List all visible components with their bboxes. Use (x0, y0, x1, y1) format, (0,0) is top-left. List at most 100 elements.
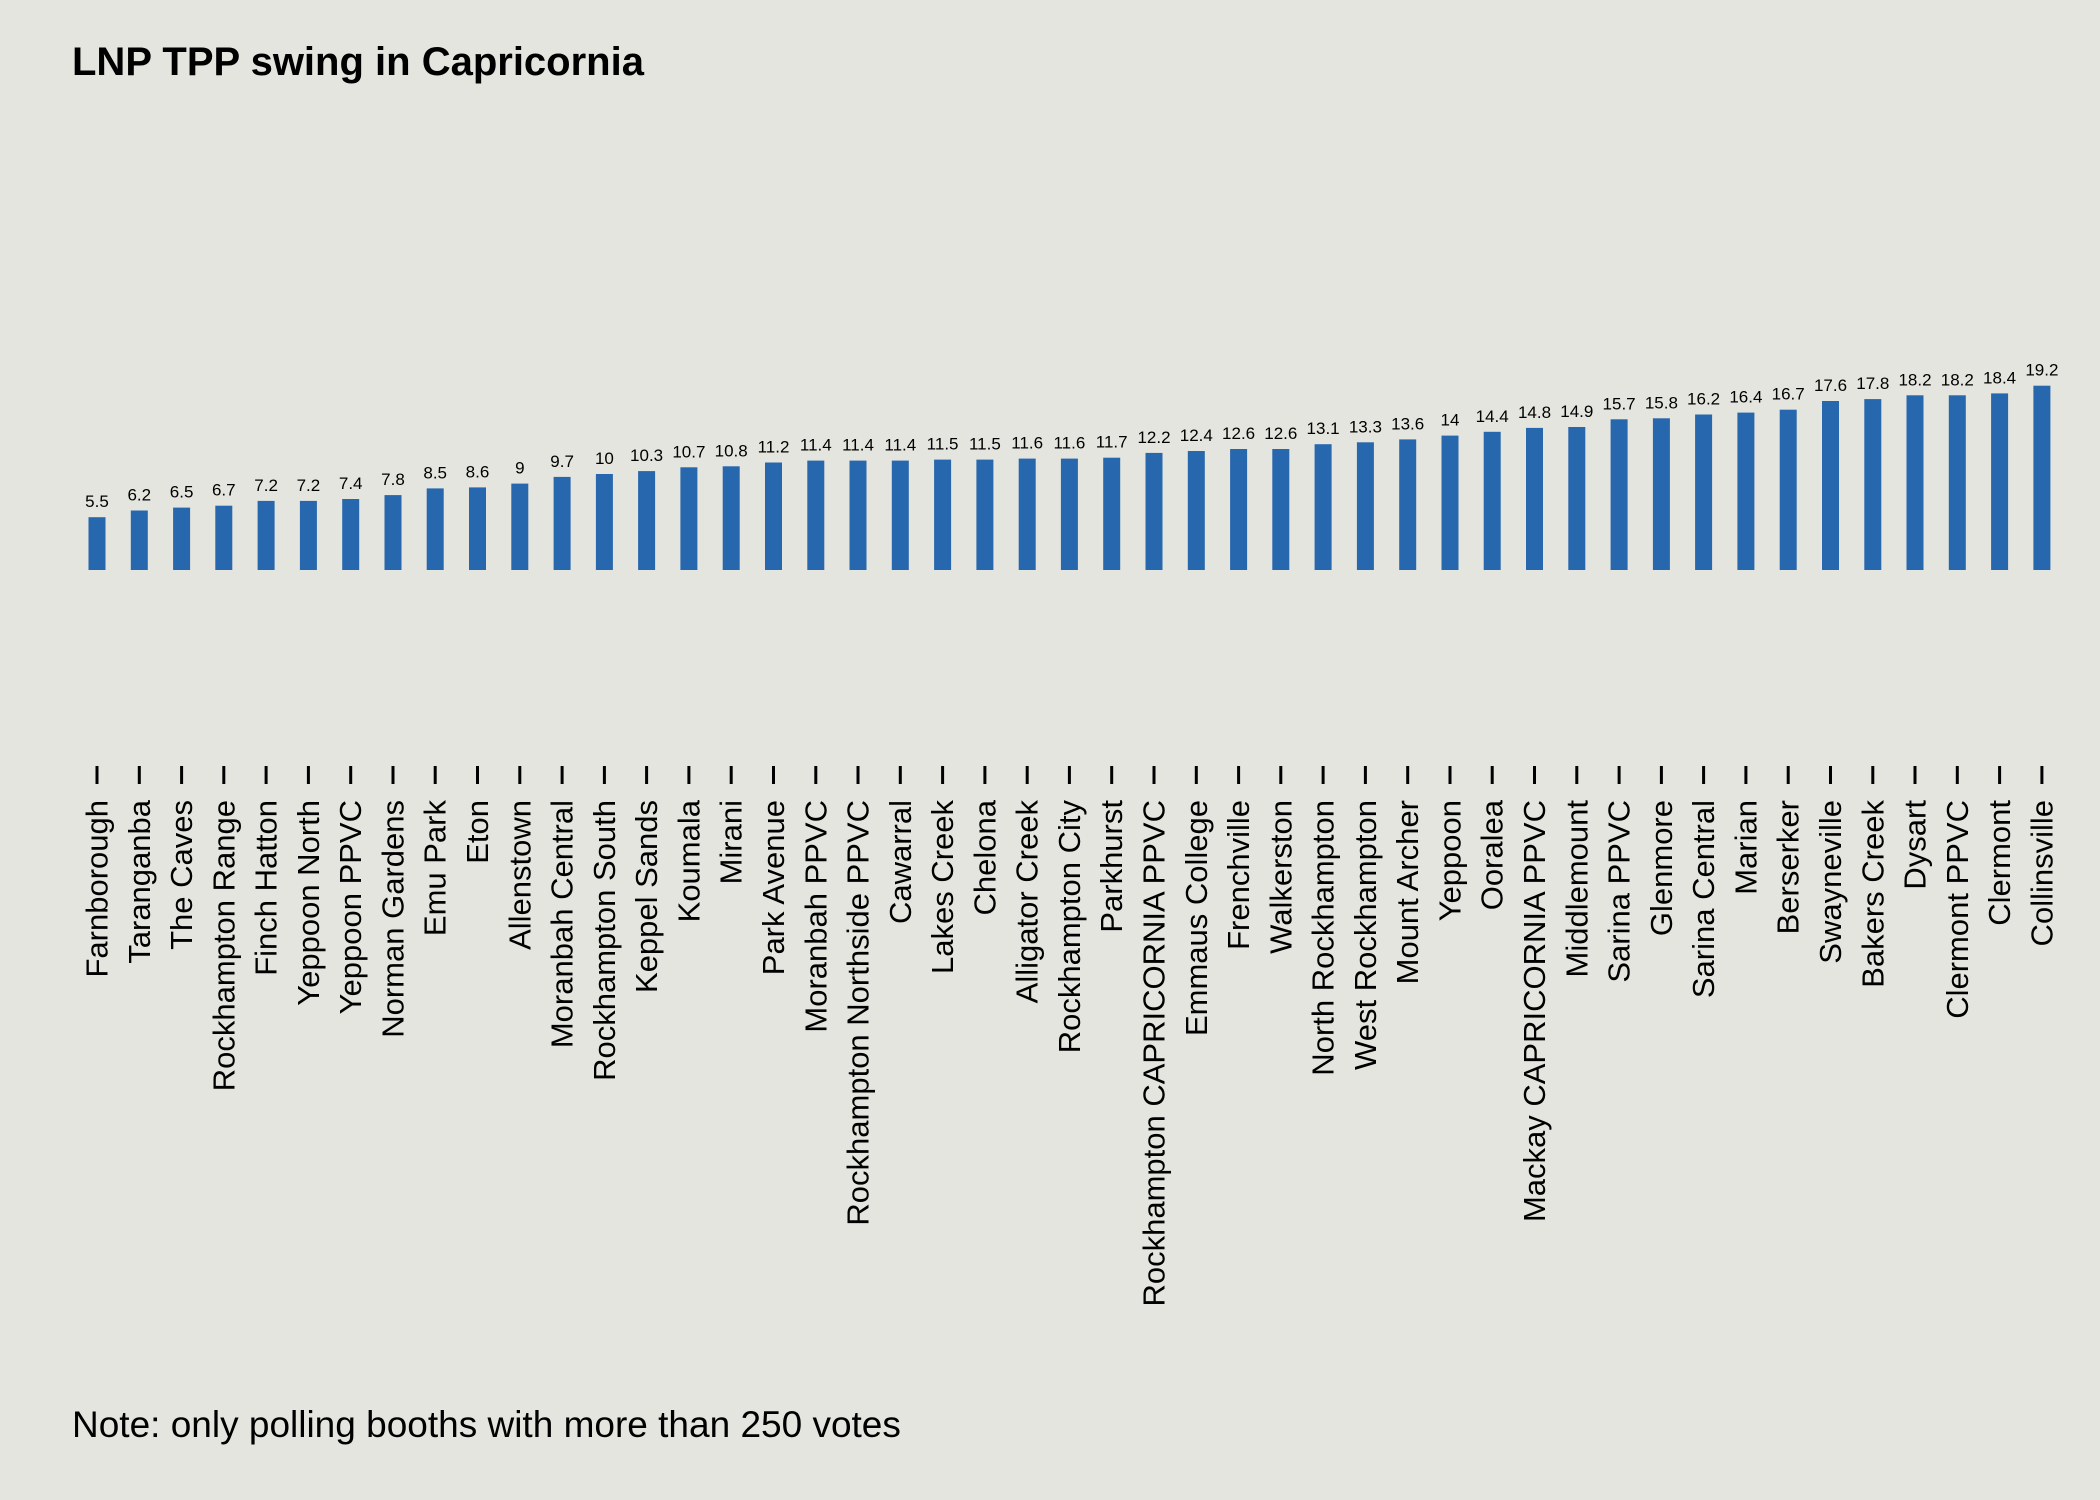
x-tick-label: West Rockhampton (1348, 800, 1383, 1070)
bar (1568, 427, 1586, 570)
bar-value-label: 11.5 (927, 435, 959, 454)
x-tick-label: Moranbah PPVC (798, 800, 833, 1033)
x-tick-label: Moranbah Central (545, 800, 580, 1048)
bar-value-label: 11.4 (842, 436, 874, 455)
x-tick-label: North Rockhampton (1306, 800, 1341, 1076)
x-tick-label: Norman Gardens (376, 800, 411, 1038)
bar-value-label: 9.7 (550, 452, 574, 471)
bar-value-label: 11.5 (969, 435, 1001, 454)
x-tick-label: Mackay CAPRICORNIA PPVC (1517, 800, 1552, 1222)
bar-value-label: 12.2 (1137, 428, 1170, 447)
bar-value-label: 10.8 (715, 441, 748, 460)
x-tick-label: Emu Park (418, 800, 453, 937)
bar-value-label: 10.7 (672, 442, 705, 461)
x-tick-label: Emmaus College (1179, 800, 1214, 1036)
bar (173, 507, 191, 570)
bar-value-label: 15.8 (1645, 393, 1678, 412)
x-tick-label: Sarina Central (1686, 800, 1721, 998)
bar (1060, 458, 1078, 570)
bar-value-label: 6.2 (127, 486, 151, 505)
x-tick-label: Taranganba (122, 799, 157, 964)
x-tick-label: Koumala (671, 799, 706, 922)
x-tick-label: Yeppoon North (291, 800, 326, 1006)
bar (1272, 449, 1290, 570)
bar-value-label: 13.6 (1391, 414, 1424, 433)
x-tick-label: Park Avenue (756, 800, 791, 975)
bar-value-label: 7.2 (254, 476, 278, 495)
x-tick-label: Middlemount (1559, 800, 1594, 978)
x-tick-label: Sarina PPVC (1602, 800, 1637, 983)
x-tick-label: Bakers Creek (1855, 800, 1890, 988)
bar (1610, 419, 1628, 570)
bar-value-label: 7.4 (339, 474, 363, 493)
x-tick-label: Walkerston (1263, 800, 1298, 954)
bar (765, 462, 782, 570)
bar (469, 487, 486, 570)
bar-value-label: 8.5 (423, 463, 447, 482)
x-tick-label: Eton (460, 800, 495, 864)
bar-value-label: 10 (595, 449, 614, 468)
bar (1103, 457, 1121, 570)
bar-value-label: 10.3 (630, 446, 663, 465)
x-tick-label: The Caves (164, 800, 199, 950)
bar (807, 460, 825, 570)
bar (1483, 431, 1501, 570)
bar-value-label: 12.6 (1264, 424, 1297, 443)
bar-value-label: 18.4 (1983, 368, 2016, 387)
bars-layer (88, 385, 2051, 570)
bar (511, 483, 529, 570)
value-labels-layer: 5.5 6.2 6.5 6.7 7.2 7.2 7.4 7.8 8.5 8.6 9 9.7 10 10.3… (85, 361, 2058, 512)
x-tick-label: Ooralea (1475, 799, 1510, 910)
bar (342, 499, 360, 570)
bar-value-label: 11.7 (1096, 433, 1128, 452)
x-tick-label: Rockhampton South (587, 800, 622, 1081)
x-tick-label: Marian (1728, 800, 1763, 895)
bar (1737, 412, 1755, 570)
bar (1652, 418, 1670, 570)
bar (130, 510, 148, 570)
bar-value-label: 16.2 (1687, 390, 1720, 409)
bar (638, 471, 656, 570)
bar (1314, 444, 1332, 570)
bar (1145, 452, 1163, 570)
bar (426, 488, 444, 570)
x-tick-label: Yeppoon (1433, 800, 1468, 921)
bar (1864, 399, 1882, 570)
bar (1526, 427, 1543, 570)
x-tick-label: Allenstown (502, 800, 537, 950)
bar-value-label: 16.7 (1772, 385, 1805, 404)
bar-value-label: 7.2 (297, 476, 321, 495)
bar-value-label: 17.6 (1814, 376, 1847, 395)
x-tick-label: Parkhurst (1094, 800, 1129, 933)
bar-value-label: 15.7 (1603, 394, 1636, 413)
bar (849, 460, 867, 570)
x-tick-label: Rockhampton Northside PPVC (841, 800, 876, 1226)
bar-value-label: 13.1 (1307, 419, 1340, 438)
x-tick-label: Glenmore (1644, 800, 1679, 936)
bar-value-label: 9 (515, 459, 524, 478)
x-tick-label: Rockhampton City (1052, 800, 1087, 1054)
bar (595, 474, 613, 570)
bar-value-label: 11.2 (758, 438, 790, 457)
bar-value-label: 6.7 (212, 481, 236, 500)
bar-value-label: 11.4 (884, 436, 916, 455)
bar-value-label: 8.6 (466, 462, 490, 481)
bar (1779, 409, 1797, 570)
bar-value-label: 6.5 (170, 483, 194, 502)
bar (299, 500, 317, 570)
bar (680, 467, 698, 570)
x-tick-label: Finch Hatton (249, 800, 284, 976)
x-tick-label: Dysart (1898, 800, 1933, 890)
bar-value-label: 18.2 (1898, 370, 1931, 389)
bar-value-label: 17.8 (1856, 374, 1889, 393)
bar (1399, 439, 1417, 570)
x-tick-label: Rockhampton Range (206, 800, 241, 1091)
bar-value-label: 13.3 (1349, 417, 1382, 436)
x-tick-label: Farnborough (80, 800, 115, 978)
bar-value-label: 16.4 (1729, 388, 1762, 407)
bar (976, 459, 994, 570)
bar-value-label: 12.4 (1180, 426, 1213, 445)
x-tick-label: Yeppoon PPVC (333, 800, 368, 1014)
bar-value-label: 14.4 (1476, 407, 1509, 426)
